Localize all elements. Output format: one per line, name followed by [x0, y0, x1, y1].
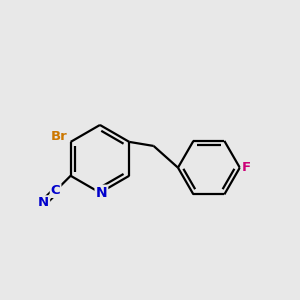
Text: N: N — [96, 186, 107, 200]
Text: F: F — [242, 161, 251, 174]
Text: C: C — [51, 184, 60, 197]
Text: Br: Br — [51, 130, 68, 143]
Text: N: N — [38, 196, 49, 209]
